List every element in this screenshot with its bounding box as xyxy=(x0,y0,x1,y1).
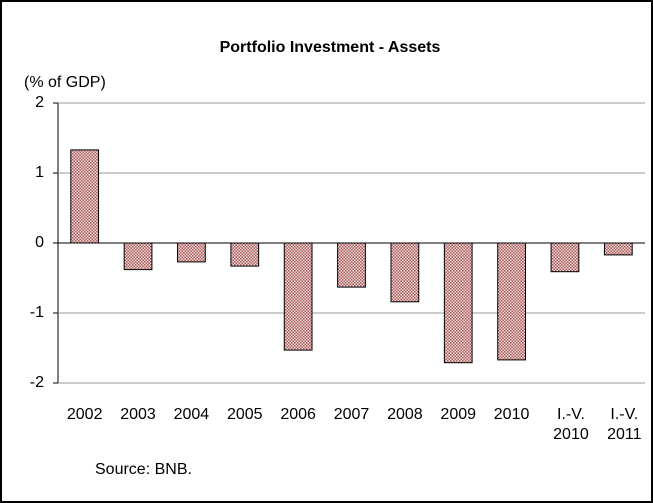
y-tick-label: 1 xyxy=(35,164,44,181)
y-tick-label: 0 xyxy=(35,234,44,251)
bar xyxy=(70,149,100,244)
bar xyxy=(337,242,366,288)
bar xyxy=(283,242,313,351)
y-tick-label: 2 xyxy=(35,94,44,111)
bar xyxy=(123,242,153,271)
x-tick-label: 2008 xyxy=(387,406,423,423)
x-tick-label: I.-V. 2010 xyxy=(553,406,589,443)
x-tick-label: I.-V. 2011 xyxy=(607,406,642,443)
x-tick-label: 2004 xyxy=(174,406,210,423)
y-axis-label: (% of GDP) xyxy=(24,74,106,91)
y-tick-label: -2 xyxy=(30,374,44,391)
x-tick-label: 2009 xyxy=(440,406,476,423)
bar xyxy=(230,242,260,267)
bar xyxy=(497,242,526,361)
bar xyxy=(443,242,473,364)
y-tick-label: -1 xyxy=(30,304,44,321)
x-tick-label: 2007 xyxy=(334,406,370,423)
x-tick-label: 2010 xyxy=(494,406,530,423)
bar xyxy=(603,242,633,256)
chart-title: Portfolio Investment - Assets xyxy=(220,39,441,56)
x-tick-label: 2005 xyxy=(227,406,263,423)
bar xyxy=(177,242,206,263)
source-note: Source: BNB. xyxy=(95,461,192,478)
bar xyxy=(550,242,580,273)
x-tick-label: 2002 xyxy=(67,406,103,423)
x-tick-label: 2006 xyxy=(280,406,316,423)
x-tick-label: 2003 xyxy=(120,406,156,423)
bar xyxy=(390,242,420,303)
